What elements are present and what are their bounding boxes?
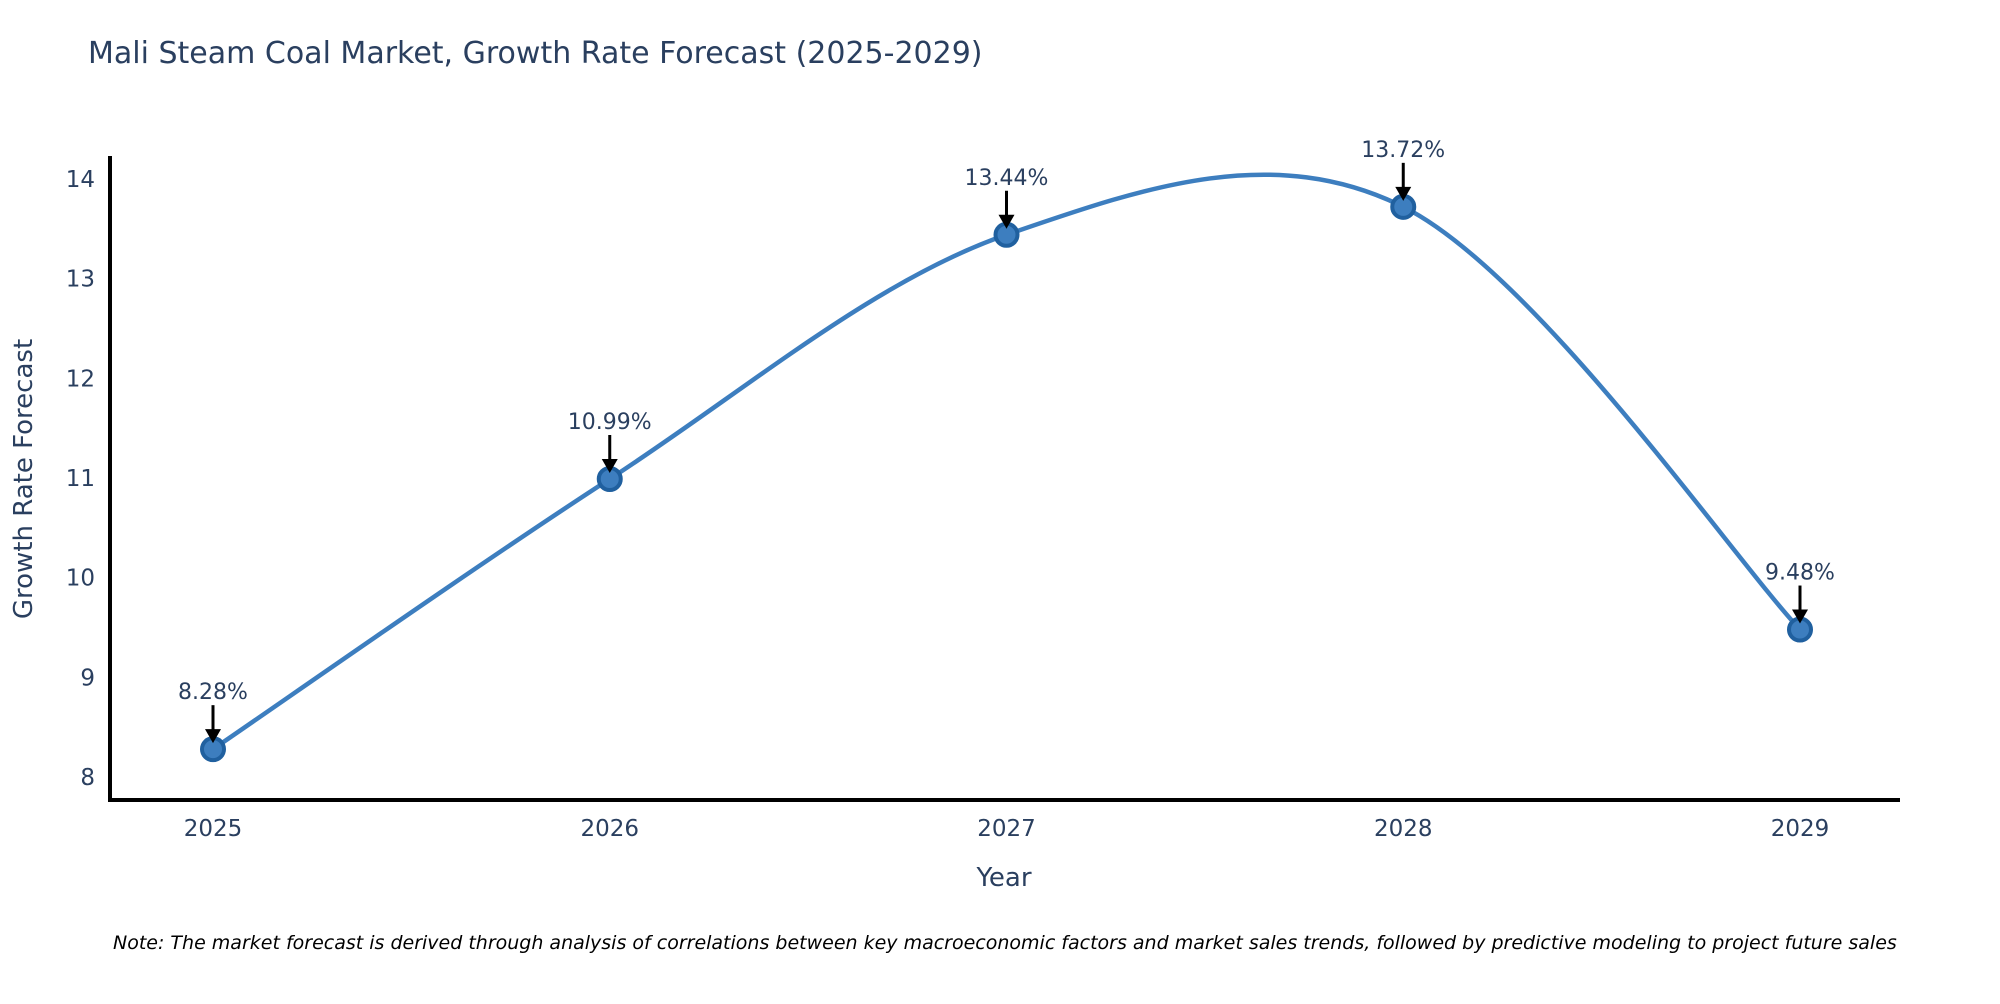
x-tick-label: 2025 xyxy=(184,816,243,842)
point-annotation: 13.44% xyxy=(965,166,1049,191)
point-annotations: 8.28% 10.99% 13.44% 13.72% 9.48% xyxy=(178,138,1835,705)
x-axis-title: Year xyxy=(975,863,1031,893)
annotation-arrowhead-icon xyxy=(1395,186,1412,201)
x-tick-label: 2026 xyxy=(580,816,639,842)
footnote: Note: The market forecast is derived thr… xyxy=(113,932,1897,954)
y-tick-label: 8 xyxy=(80,765,95,791)
annotation-arrows xyxy=(205,162,1808,744)
y-axis-ticks: 8 9 10 11 12 13 14 xyxy=(66,167,95,791)
annotation-arrowhead-icon xyxy=(998,214,1015,229)
annotation-arrowhead-icon xyxy=(205,729,221,744)
x-axis-ticks: 2025 2026 2027 2028 2029 xyxy=(184,816,1830,842)
y-tick-label: 9 xyxy=(80,665,95,691)
y-tick-label: 13 xyxy=(66,267,95,293)
y-tick-label: 14 xyxy=(66,167,95,193)
annotation-arrowhead-icon xyxy=(601,459,618,473)
x-tick-label: 2027 xyxy=(977,816,1036,842)
point-annotation: 10.99% xyxy=(568,410,652,435)
x-tick-label: 2028 xyxy=(1374,816,1433,842)
chart-title: Mali Steam Coal Market, Growth Rate Fore… xyxy=(88,36,983,71)
y-axis-title: Growth Rate Forecast xyxy=(9,339,39,619)
point-annotation: 8.28% xyxy=(178,680,248,705)
point-annotation: 9.48% xyxy=(1765,561,1835,586)
y-tick-label: 10 xyxy=(66,566,95,592)
point-annotation: 13.72% xyxy=(1361,138,1445,163)
series-markers xyxy=(200,193,1813,763)
y-tick-label: 11 xyxy=(66,466,95,492)
series-line xyxy=(210,172,1803,752)
x-tick-label: 2029 xyxy=(1771,816,1830,842)
annotation-arrowhead-icon xyxy=(1792,609,1808,624)
y-tick-label: 12 xyxy=(66,366,95,392)
